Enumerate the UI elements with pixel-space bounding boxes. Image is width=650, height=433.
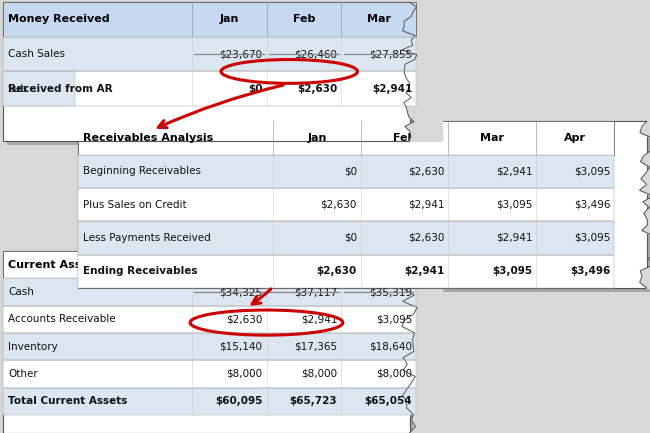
Text: $2,630: $2,630 xyxy=(317,266,357,276)
FancyBboxPatch shape xyxy=(78,155,614,188)
Text: Jan: Jan xyxy=(220,14,239,25)
Text: Sub: Sub xyxy=(7,84,27,94)
Text: Received from AR: Received from AR xyxy=(8,84,113,94)
Text: $3,095: $3,095 xyxy=(496,200,532,210)
FancyBboxPatch shape xyxy=(3,306,416,333)
Text: Less Payments Received: Less Payments Received xyxy=(83,233,211,243)
Text: $2,941: $2,941 xyxy=(408,200,445,210)
Text: $0: $0 xyxy=(344,166,357,176)
FancyBboxPatch shape xyxy=(78,121,647,288)
FancyBboxPatch shape xyxy=(3,2,410,141)
FancyBboxPatch shape xyxy=(78,255,614,288)
FancyBboxPatch shape xyxy=(3,251,410,433)
Text: $3,095: $3,095 xyxy=(492,266,532,276)
FancyBboxPatch shape xyxy=(7,255,413,433)
FancyBboxPatch shape xyxy=(3,71,75,106)
Text: $23,670: $23,670 xyxy=(220,49,263,59)
Text: Mar: Mar xyxy=(480,133,504,143)
Text: $3,095: $3,095 xyxy=(376,314,412,324)
FancyBboxPatch shape xyxy=(3,2,416,37)
FancyBboxPatch shape xyxy=(3,37,416,71)
Text: $26,460: $26,460 xyxy=(294,49,337,59)
FancyArrowPatch shape xyxy=(252,289,271,304)
Text: Feb: Feb xyxy=(292,14,315,25)
Text: $18,640: $18,640 xyxy=(369,342,412,352)
Text: Feb: Feb xyxy=(393,133,416,143)
FancyBboxPatch shape xyxy=(3,71,416,106)
Text: Receivables Analysis: Receivables Analysis xyxy=(83,133,213,143)
Text: $35,319: $35,319 xyxy=(369,287,412,297)
Text: $8,000: $8,000 xyxy=(301,369,337,379)
Text: Other: Other xyxy=(8,369,38,379)
Text: Apr: Apr xyxy=(564,133,586,143)
Text: Beginning Receivables: Beginning Receivables xyxy=(83,166,202,176)
Text: $3,095: $3,095 xyxy=(574,233,610,243)
Text: Cash: Cash xyxy=(8,287,34,297)
Text: Inventory: Inventory xyxy=(8,342,58,352)
FancyBboxPatch shape xyxy=(3,388,416,415)
Text: Ending Receivables: Ending Receivables xyxy=(83,266,198,276)
Text: Plus Sales on Credit: Plus Sales on Credit xyxy=(83,200,187,210)
FancyBboxPatch shape xyxy=(78,221,614,255)
Text: $3,496: $3,496 xyxy=(570,266,610,276)
Text: $34,325: $34,325 xyxy=(220,287,263,297)
Text: Total Current Assets: Total Current Assets xyxy=(8,396,128,406)
FancyBboxPatch shape xyxy=(78,121,614,155)
FancyBboxPatch shape xyxy=(7,6,413,145)
Text: Mar: Mar xyxy=(367,14,391,25)
Text: Cash Sales: Cash Sales xyxy=(8,49,66,59)
Text: Accounts Receivable: Accounts Receivable xyxy=(8,314,116,324)
Text: $15,140: $15,140 xyxy=(220,342,263,352)
FancyBboxPatch shape xyxy=(82,126,650,292)
FancyBboxPatch shape xyxy=(3,333,416,360)
FancyBboxPatch shape xyxy=(78,188,614,221)
Text: $2,630: $2,630 xyxy=(408,166,445,176)
Text: $0: $0 xyxy=(344,233,357,243)
Text: Jan: Jan xyxy=(307,133,326,143)
Text: $3,095: $3,095 xyxy=(574,166,610,176)
Text: $8,000: $8,000 xyxy=(226,369,263,379)
FancyBboxPatch shape xyxy=(3,251,416,278)
Text: $2,941: $2,941 xyxy=(372,84,412,94)
Text: $65,054: $65,054 xyxy=(365,396,412,406)
Text: Current Assets: Current Assets xyxy=(8,260,101,270)
Text: $65,723: $65,723 xyxy=(290,396,337,406)
Text: Money Received: Money Received xyxy=(8,14,110,25)
Text: $8,000: $8,000 xyxy=(376,369,412,379)
Text: $17,365: $17,365 xyxy=(294,342,337,352)
Text: $2,941: $2,941 xyxy=(404,266,445,276)
Text: $60,095: $60,095 xyxy=(215,396,263,406)
Text: $2,630: $2,630 xyxy=(297,84,337,94)
Text: $2,630: $2,630 xyxy=(320,200,357,210)
Text: $2,941: $2,941 xyxy=(301,314,337,324)
Text: $27,855: $27,855 xyxy=(369,49,412,59)
Text: $37,117: $37,117 xyxy=(294,287,337,297)
Text: $2,630: $2,630 xyxy=(408,233,445,243)
FancyBboxPatch shape xyxy=(3,360,416,388)
FancyArrowPatch shape xyxy=(159,85,283,128)
Text: $2,941: $2,941 xyxy=(496,166,532,176)
Text: $0: $0 xyxy=(248,84,263,94)
Text: $3,496: $3,496 xyxy=(574,200,610,210)
Text: $2,630: $2,630 xyxy=(226,314,263,324)
FancyBboxPatch shape xyxy=(3,278,416,306)
Text: $2,941: $2,941 xyxy=(496,233,532,243)
